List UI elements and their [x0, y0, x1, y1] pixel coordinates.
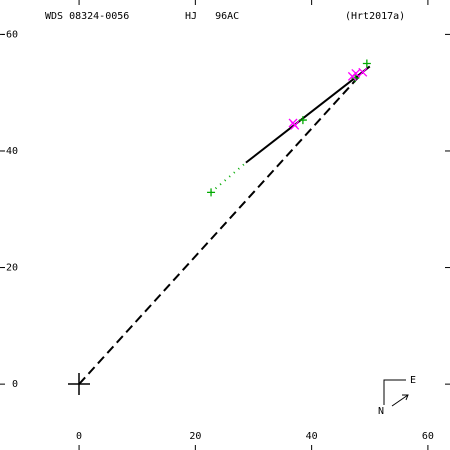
measurement	[351, 74, 360, 83]
y-tick-label: -40	[0, 146, 18, 157]
header-name: HJ 96AC	[185, 11, 239, 22]
measurement	[207, 188, 216, 197]
orbit-line	[245, 65, 371, 164]
y-tick-label: -20	[0, 263, 18, 274]
measurement	[288, 118, 298, 128]
header-wds: WDS 08324-0056	[45, 11, 129, 22]
orbit-line	[78, 71, 364, 385]
measurement	[362, 59, 371, 68]
compass-east: E	[410, 375, 416, 386]
header-ref: (Hrt2017a)	[345, 11, 405, 22]
measurement	[358, 67, 368, 77]
x-tick-label: 60	[422, 431, 434, 442]
x-tick-label: 20	[189, 431, 201, 442]
y-tick-label: -60	[0, 29, 18, 40]
measurement	[298, 116, 307, 125]
compass	[383, 379, 409, 407]
compass-north: N	[378, 406, 384, 417]
y-tick-label: 0	[12, 379, 18, 390]
x-tick-label: 0	[76, 431, 82, 442]
x-tick-label: 40	[306, 431, 318, 442]
measurement	[347, 71, 357, 81]
